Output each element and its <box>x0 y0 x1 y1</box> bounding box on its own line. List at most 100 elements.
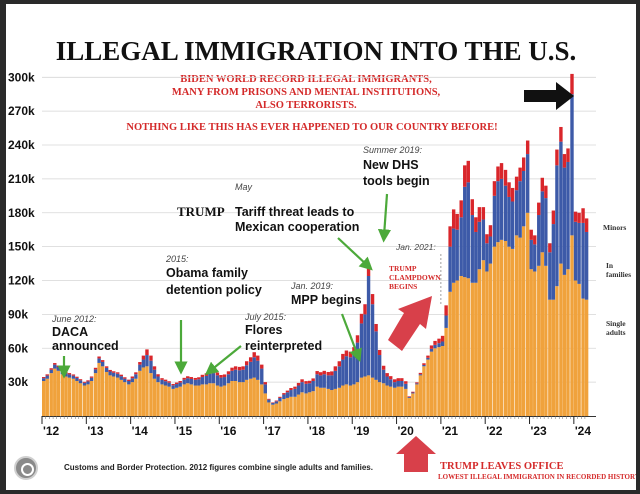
bar-single-adults <box>514 235 519 416</box>
bar-in-families <box>315 374 319 387</box>
bar-in-families <box>86 381 90 385</box>
bar-single-adults <box>241 382 245 416</box>
bar-single-adults <box>156 382 160 416</box>
bar-minors <box>278 396 282 398</box>
bar-in-families <box>260 368 264 385</box>
bar-minors <box>562 154 567 168</box>
bar-minors <box>219 375 223 378</box>
bar-single-adults <box>64 376 68 416</box>
bar-single-adults <box>440 346 445 416</box>
bar-single-adults <box>189 384 193 416</box>
bar-minors <box>518 167 522 182</box>
bar-minors <box>130 376 135 379</box>
bar-in-families <box>518 181 522 238</box>
bar-single-adults <box>393 387 397 416</box>
annotation-arrow <box>340 313 362 363</box>
bar-single-adults <box>75 381 79 416</box>
bar-minors <box>289 388 293 391</box>
bar-in-families <box>53 364 57 369</box>
bar-single-adults <box>566 269 570 416</box>
bar-in-families <box>521 171 526 227</box>
bar-minors <box>426 355 430 358</box>
bar-in-families <box>186 378 190 384</box>
annotation-arrow <box>337 237 373 271</box>
bar-single-adults <box>123 382 127 416</box>
y-tick-label: 270k <box>8 104 35 118</box>
annotation-clampdown: TRUMP CLAMPDOWN BEGINS <box>388 264 441 351</box>
bar-minors <box>326 371 330 376</box>
bar-in-families <box>304 383 308 394</box>
bar-minors <box>119 374 123 377</box>
bar-in-families <box>163 381 168 386</box>
bar-single-adults <box>463 277 467 416</box>
bar-minors <box>56 365 61 367</box>
bar-in-families <box>333 370 338 389</box>
bar-single-adults <box>559 263 563 416</box>
bar-minors <box>429 345 434 349</box>
bar-single-adults <box>477 269 482 416</box>
bar-minors <box>189 377 193 379</box>
bar-single-adults <box>97 362 101 416</box>
bar-minors <box>488 225 493 237</box>
bar-in-families <box>507 196 511 247</box>
bar-in-families <box>374 331 378 380</box>
bar-single-adults <box>551 299 556 416</box>
bar-in-families <box>415 383 419 385</box>
bar-minors <box>503 169 508 186</box>
bar-single-adults <box>233 381 238 416</box>
bar-single-adults <box>89 381 94 416</box>
bar-minors <box>548 243 552 253</box>
bar-minors <box>448 226 452 247</box>
bar-minors <box>510 187 515 202</box>
search-lens-icon[interactable] <box>14 456 38 480</box>
bar-minors <box>263 382 267 385</box>
big-black-arrow-icon <box>524 82 574 110</box>
bar-minors <box>444 305 448 316</box>
bar-minors <box>156 374 160 377</box>
bar-minors <box>108 369 112 372</box>
bar-single-adults <box>49 373 53 416</box>
bar-single-adults <box>56 370 61 416</box>
bar-in-families <box>296 385 301 395</box>
bar-minors <box>100 360 105 362</box>
bar-in-families <box>389 379 393 387</box>
bar-single-adults <box>537 265 541 416</box>
bar-single-adults <box>488 263 493 416</box>
bar-minors <box>86 380 90 382</box>
bar-in-families <box>64 373 68 377</box>
bar-single-adults <box>163 385 168 416</box>
bar-minors <box>389 376 393 380</box>
bar-minors <box>459 200 463 218</box>
y-tick-label: 120k <box>8 274 35 288</box>
bar-single-adults <box>130 382 135 416</box>
bar-single-adults <box>263 393 267 416</box>
annotation-label: MPP begins <box>291 293 362 307</box>
x-tick-label: '16 <box>220 424 237 438</box>
bar-minors <box>248 357 253 362</box>
y-tick-label: 240k <box>8 138 35 152</box>
bar-single-adults <box>374 379 378 416</box>
bar-minors <box>67 373 72 375</box>
bar-single-adults <box>226 383 231 416</box>
bar-minors <box>311 378 315 381</box>
bar-single-adults <box>53 368 57 416</box>
bar-single-adults <box>330 390 334 416</box>
bar-in-families <box>492 195 497 247</box>
bar-minors <box>404 381 408 384</box>
bar-in-families <box>548 252 552 300</box>
legend: Minors In families Single adults <box>603 223 631 337</box>
bar-single-adults <box>422 366 426 416</box>
x-tick-label: '13 <box>87 424 104 438</box>
bar-single-adults <box>426 359 430 416</box>
bar-single-adults <box>274 403 279 416</box>
bar-in-families <box>112 372 116 377</box>
annotation-label: CLAMPDOWN <box>389 273 441 282</box>
bar-single-adults <box>160 384 164 416</box>
bar-in-families <box>116 373 120 378</box>
bar-in-families <box>477 221 482 270</box>
bar-in-families <box>156 376 160 383</box>
annotation-label: LOWEST ILLEGAL IMMIGRATION IN RECORDED H… <box>438 473 636 481</box>
bar-in-families <box>311 381 315 392</box>
bar-in-families <box>160 379 164 385</box>
bar-single-adults <box>171 388 175 416</box>
